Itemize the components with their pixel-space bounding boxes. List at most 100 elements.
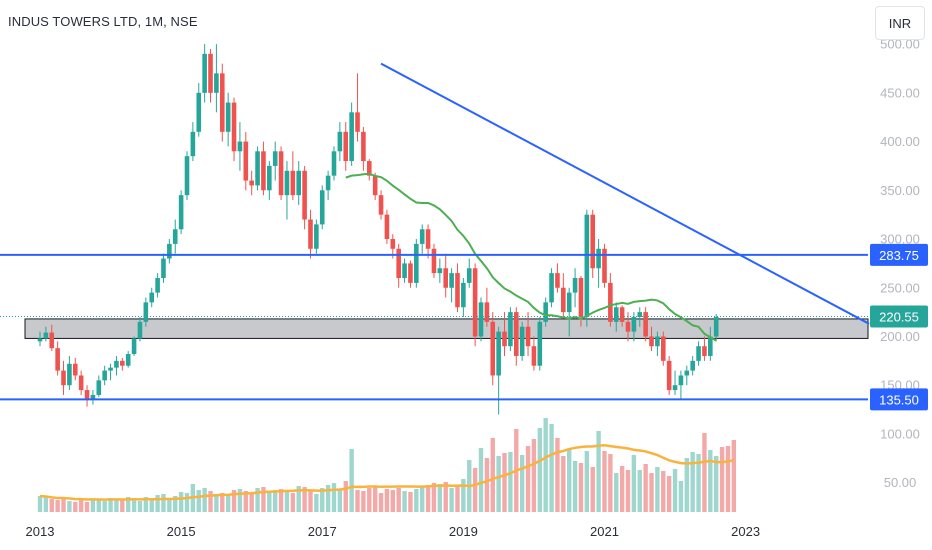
- currency-button[interactable]: INR: [875, 6, 925, 40]
- volume-bar: [302, 487, 307, 512]
- volume-bar: [267, 492, 272, 512]
- volume-bar: [49, 499, 54, 512]
- volume-bar: [114, 499, 119, 512]
- candle-body: [125, 354, 131, 366]
- candle-body: [537, 321, 543, 366]
- volume-bar: [502, 453, 507, 512]
- time-axis-label: 2019: [449, 524, 478, 539]
- candle-body: [425, 229, 431, 249]
- candle-body: [208, 53, 213, 93]
- candle-body: [431, 248, 437, 274]
- candle-body: [255, 151, 260, 186]
- volume-bar: [137, 501, 143, 512]
- volume-bar: [461, 479, 466, 512]
- volume-bar: [143, 497, 149, 512]
- volume-bar: [478, 448, 484, 512]
- level-price-label-bg: [870, 388, 928, 411]
- candle-body: [678, 375, 684, 386]
- candle-body: [702, 346, 707, 356]
- candle-body: [631, 316, 637, 332]
- candle-body: [196, 92, 202, 132]
- volume-bar: [649, 473, 654, 512]
- candle-body: [131, 338, 137, 355]
- volume-bar: [84, 502, 90, 512]
- candle-body: [172, 229, 178, 244]
- candle-body: [655, 336, 660, 347]
- candle-body: [149, 292, 155, 303]
- candle-body: [37, 338, 43, 342]
- volume-bar: [619, 466, 625, 512]
- candle-body: [525, 326, 531, 347]
- candle-body: [349, 112, 354, 162]
- price-axis-tick: 400.00: [880, 134, 920, 149]
- volume-bar: [390, 490, 395, 512]
- volume-bar: [184, 493, 190, 512]
- volume-bar: [414, 489, 419, 512]
- candle-body: [531, 346, 537, 366]
- volume-bar: [672, 469, 678, 512]
- volume-bar: [561, 456, 566, 512]
- volume-bar: [420, 487, 425, 512]
- candle-body: [249, 180, 254, 186]
- candle-body: [414, 243, 419, 283]
- candle-body: [243, 141, 249, 181]
- volume-bar: [126, 497, 131, 512]
- candle-body: [219, 73, 225, 132]
- candle-body: [596, 248, 601, 269]
- time-axis-label: 2013: [26, 524, 55, 539]
- volume-bar: [590, 467, 595, 512]
- volume-bar: [361, 491, 366, 512]
- candle-body: [543, 302, 548, 322]
- candle-body: [161, 258, 166, 279]
- candle-body: [290, 170, 296, 196]
- candle-body: [619, 307, 625, 322]
- candle-body: [272, 151, 278, 166]
- volume-bar: [702, 433, 707, 512]
- price-axis-tick: 300.00: [880, 232, 920, 247]
- volume-bar: [443, 482, 448, 512]
- price-axis-tick: 100.00: [880, 426, 920, 441]
- volume-bar: [690, 452, 695, 512]
- volume-bar: [496, 456, 501, 512]
- candle-body: [167, 243, 172, 259]
- time-axis-label: 2021: [590, 524, 619, 539]
- volume-bar: [537, 428, 542, 512]
- candle-body: [590, 214, 596, 269]
- candle-body: [472, 268, 478, 337]
- volume-bar: [484, 458, 490, 512]
- candle-body: [708, 336, 713, 356]
- volume-bar: [578, 463, 584, 512]
- volume-bar: [596, 431, 601, 512]
- level-price-label-bg: [870, 243, 928, 266]
- volume-bar: [372, 486, 378, 512]
- volume-bar: [543, 418, 548, 512]
- candle-body: [513, 312, 519, 356]
- candle-body: [643, 312, 648, 337]
- volume-bar: [602, 451, 607, 512]
- candle-body: [284, 170, 290, 196]
- volume-bar: [149, 499, 154, 512]
- candle-body: [331, 151, 337, 176]
- volume-bar: [290, 493, 296, 512]
- candle-body: [314, 224, 319, 249]
- volume-bar: [61, 498, 66, 512]
- volume-bar: [296, 486, 301, 512]
- candle-body: [319, 190, 325, 225]
- volume-bar: [331, 483, 337, 512]
- candle-body: [566, 292, 572, 313]
- volume-bar: [343, 481, 348, 512]
- volume-bar: [308, 490, 313, 512]
- candle-body: [372, 175, 378, 196]
- volume-bar: [472, 468, 478, 512]
- volume-bar: [643, 464, 648, 512]
- volume-bar: [731, 440, 737, 512]
- candle-body: [120, 360, 125, 366]
- volume-bar: [696, 454, 701, 512]
- candle-body: [302, 170, 307, 220]
- candle-body: [231, 102, 237, 152]
- volume-bar: [378, 493, 384, 512]
- candle-body: [519, 326, 525, 356]
- volume-bar: [320, 488, 325, 512]
- volume-bar: [455, 486, 460, 512]
